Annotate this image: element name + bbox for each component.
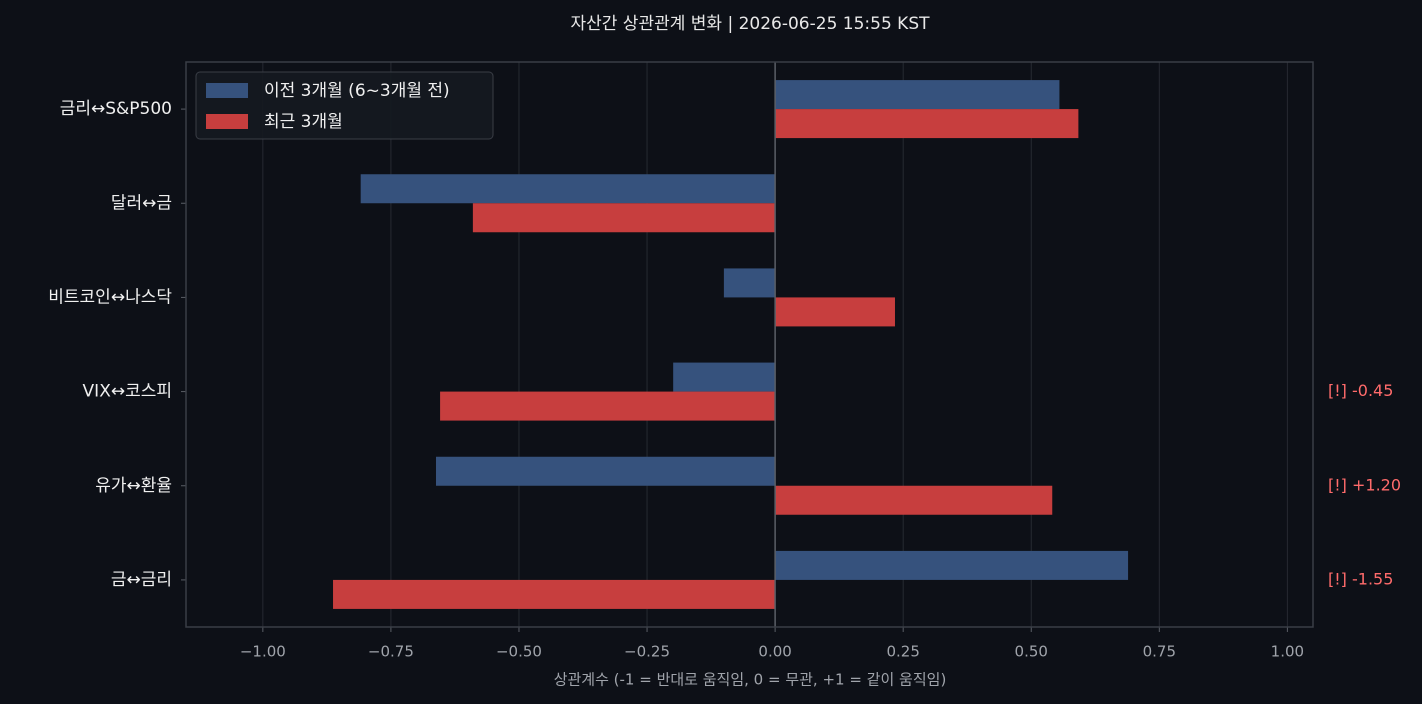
bar [472, 203, 776, 233]
bar [673, 362, 776, 392]
bar [360, 174, 776, 204]
x-tick-label: 0.00 [758, 643, 791, 661]
bar [440, 391, 776, 421]
y-tick-label: VIX↔코스피 [83, 382, 172, 402]
bar [775, 550, 1129, 580]
annotation: [!] -1.55 [1328, 569, 1393, 588]
x-tick-label: 0.75 [1143, 643, 1176, 661]
bar [435, 456, 776, 486]
annotation: [!] +1.20 [1328, 475, 1401, 494]
x-tick-label: −0.50 [496, 643, 542, 661]
y-tick-label: 달러↔금 [111, 193, 172, 213]
chart-title: 자산간 상관관계 변화 | 2026-06-25 15:55 KST [570, 14, 930, 34]
y-tick-label: 유가↔환율 [95, 476, 172, 496]
x-tick-label: 0.25 [886, 643, 919, 661]
bar [775, 297, 895, 327]
legend-label: 최근 3개월 [264, 112, 343, 132]
x-tick-label: 1.00 [1271, 643, 1304, 661]
bar [333, 579, 776, 609]
legend-label: 이전 3개월 (6~3개월 전) [264, 81, 450, 101]
x-tick-label: −1.00 [240, 643, 286, 661]
legend-swatch [206, 83, 248, 98]
bar [723, 268, 776, 298]
plot-frame [185, 61, 1314, 628]
legend-box [195, 71, 494, 140]
bar [775, 109, 1079, 139]
annotation: [!] -0.45 [1328, 381, 1393, 400]
x-tick-label: 0.50 [1015, 643, 1048, 661]
y-tick-label: 금리↔S&P500 [60, 99, 172, 119]
bar [775, 485, 1053, 515]
y-tick-label: 금↔금리 [111, 570, 172, 590]
legend-swatch [206, 114, 248, 129]
x-tick-label: −0.75 [368, 643, 414, 661]
y-tick-label: 비트코인↔나스닥 [48, 287, 172, 307]
x-axis-label: 상관계수 (-1 = 반대로 움직임, 0 = 무관, +1 = 같이 움직임) [554, 671, 947, 689]
x-tick-label: −0.25 [624, 643, 670, 661]
bar [775, 80, 1060, 110]
